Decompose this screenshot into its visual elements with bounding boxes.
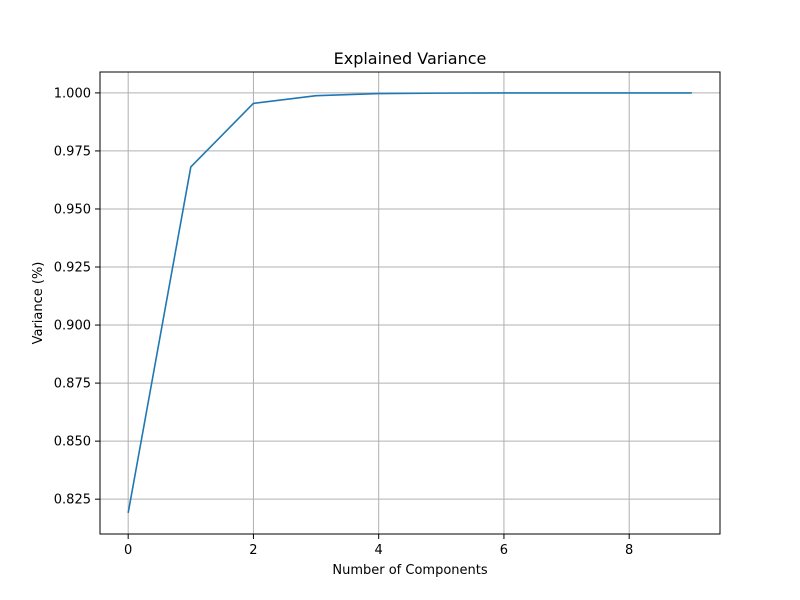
y-axis-label: Variance (%) — [31, 262, 46, 345]
ticks: 0 2 4 6 8 0.825 0.850 0.875 0.900 0.925 0.950 0.975… — [54, 86, 634, 558]
y-tick-label: 0.825 — [54, 493, 91, 508]
series-line — [127, 92, 692, 514]
x-tick-label: 0 — [124, 543, 132, 558]
y-tick-label: 0.950 — [54, 202, 91, 217]
x-tick-label: 2 — [249, 543, 257, 558]
x-tick-label: 6 — [500, 543, 508, 558]
x-tick-label: 4 — [375, 543, 383, 558]
y-tick-label: 1.000 — [54, 86, 91, 101]
y-tick-label: 0.875 — [54, 377, 91, 392]
x-tick-label: 8 — [625, 543, 633, 558]
y-tick-label: 0.925 — [54, 261, 91, 276]
y-tick-label: 0.850 — [54, 435, 91, 450]
y-tick-label: 0.975 — [54, 144, 91, 159]
series — [127, 92, 692, 514]
x-axis-label: Number of Components — [332, 563, 487, 578]
chart-title: Explained Variance — [334, 49, 487, 68]
y-tick-label: 0.900 — [54, 319, 91, 334]
plot-frame — [99, 71, 721, 535]
